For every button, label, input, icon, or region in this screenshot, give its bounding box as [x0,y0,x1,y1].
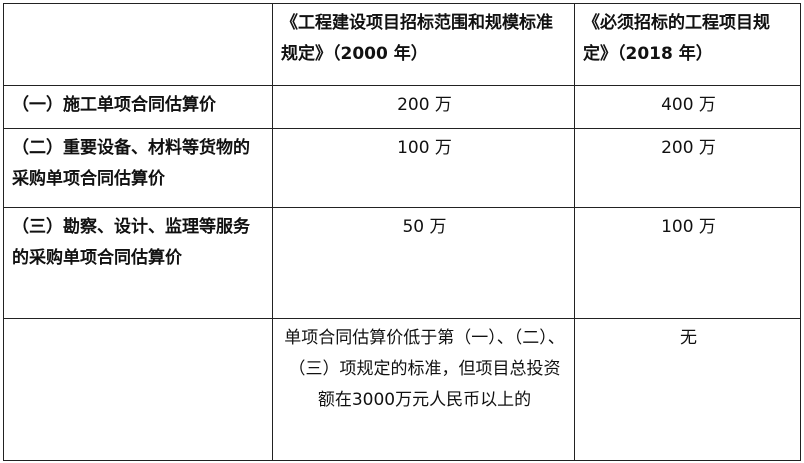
table-row: （一）施工单项合同估算价 200 万 400 万 [3,85,801,129]
header-row: 《工程建设项目招标范围和规模标准规定》（2000 年） 《必须招标的工程项目规定… [3,3,801,86]
row-label [3,318,273,461]
value-2018: 400 万 [574,85,801,129]
comparison-table: 《工程建设项目招标范围和规模标准规定》（2000 年） 《必须招标的工程项目规定… [3,3,801,461]
row-label: （一）施工单项合同估算价 [3,85,273,129]
table-row: 单项合同估算价低于第（一）、（二）、（三）项规定的标准，但项目总投资额在3000… [3,318,801,461]
value-2000: 单项合同估算价低于第（一）、（二）、（三）项规定的标准，但项目总投资额在3000… [272,318,575,461]
value-2018: 100 万 [574,207,801,319]
value-2018: 无 [574,318,801,461]
header-2018-regulation: 《必须招标的工程项目规定》（2018 年） [574,3,801,86]
header-2000-regulation: 《工程建设项目招标范围和规模标准规定》（2000 年） [272,3,575,86]
value-2000: 50 万 [272,207,575,319]
row-label: （三）勘察、设计、监理等服务的采购单项合同估算价 [3,207,273,319]
value-2000: 100 万 [272,128,575,208]
table-row: （三）勘察、设计、监理等服务的采购单项合同估算价 50 万 100 万 [3,207,801,319]
header-blank-cell [3,3,273,86]
value-2000: 200 万 [272,85,575,129]
value-2018: 200 万 [574,128,801,208]
table-row: （二）重要设备、材料等货物的采购单项合同估算价 100 万 200 万 [3,128,801,208]
row-label: （二）重要设备、材料等货物的采购单项合同估算价 [3,128,273,208]
